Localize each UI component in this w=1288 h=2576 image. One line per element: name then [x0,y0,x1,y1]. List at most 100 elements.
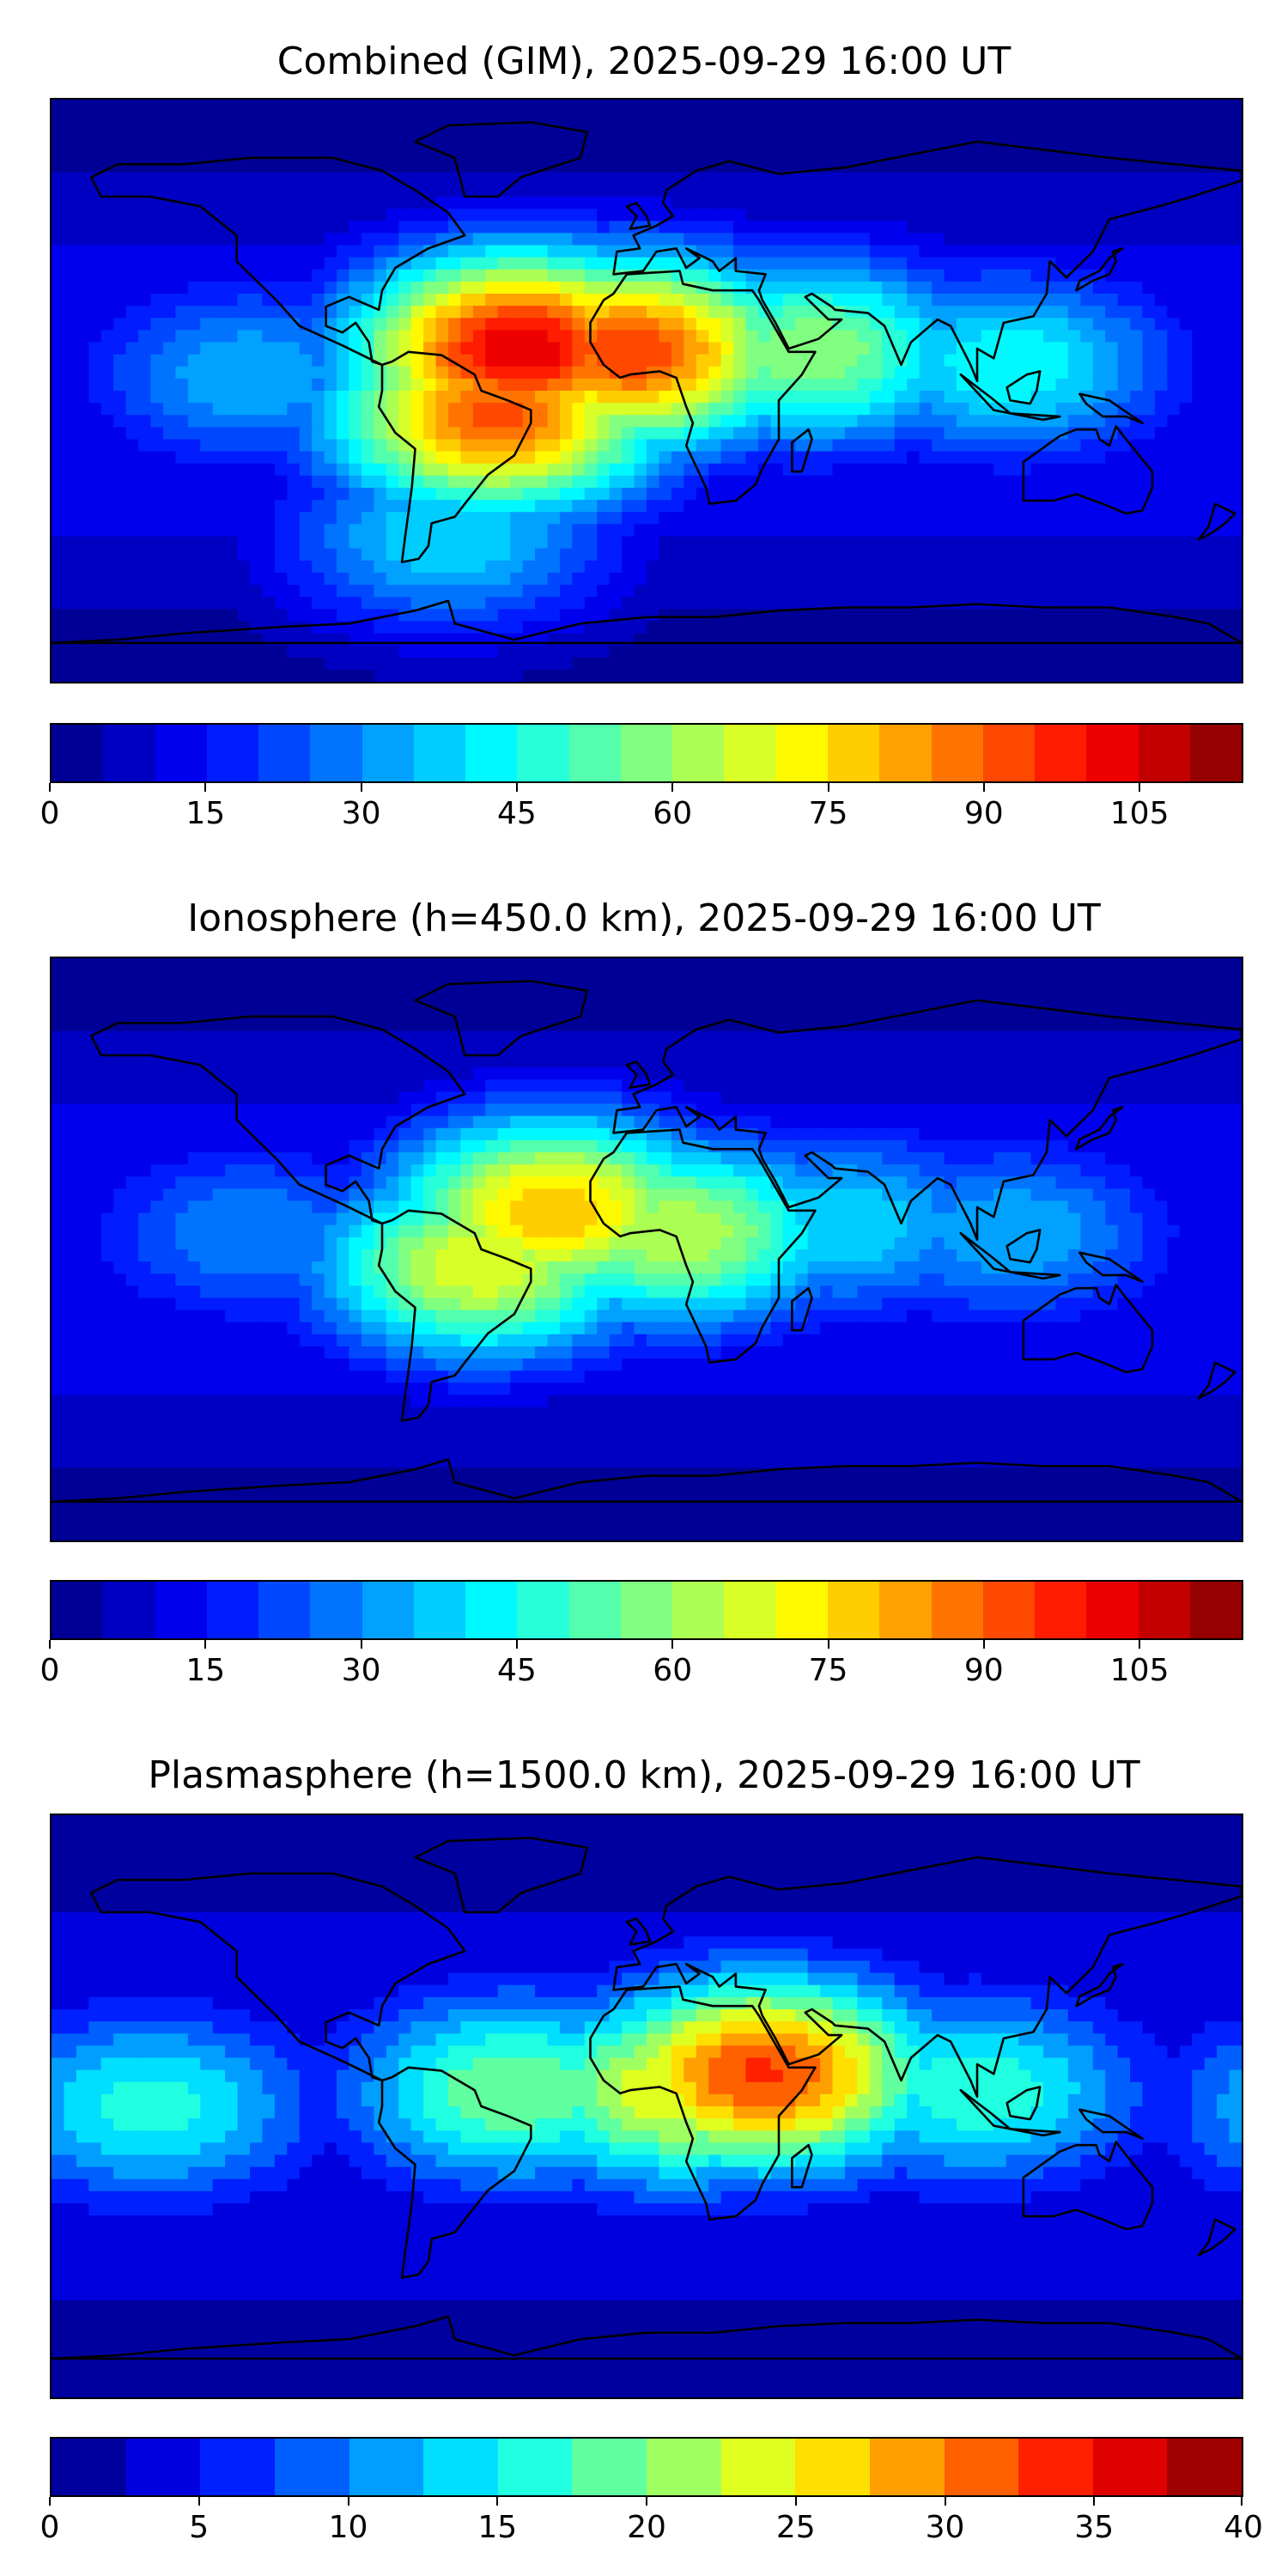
heatmap-cell [547,233,561,246]
heatmap-cell [510,475,524,489]
heatmap-cell [956,245,969,258]
heatmap-cell [559,560,573,574]
heatmap-cell [1204,970,1218,983]
heatmap-cell [113,597,127,610]
heatmap-cell [832,560,846,574]
heatmap-cell [1117,366,1131,380]
heatmap-cell [969,475,982,489]
heatmap-cell [708,451,722,465]
heatmap-cell [299,366,313,380]
heatmap-cell [857,112,871,125]
heatmap-cell [349,269,362,283]
heatmap-cell [1167,294,1181,307]
heatmap-cell [100,536,114,550]
heatmap-cell [622,318,635,331]
heatmap-cell [510,112,524,125]
heatmap-cell [597,184,611,197]
heatmap-cell [559,294,573,307]
heatmap-cell [671,148,684,161]
heatmap-cell [150,609,164,622]
heatmap-cell [510,970,524,983]
heatmap-cell [1117,548,1131,562]
heatmap-cell [386,112,399,125]
heatmap-cell [448,172,462,185]
heatmap-cell [1055,112,1069,125]
heatmap-cell [956,197,969,210]
heatmap-cell [993,160,1007,173]
coastline-africa [589,270,817,506]
heatmap-cell [274,245,288,258]
heatmap-cell [510,209,524,222]
heatmap-cell [113,221,127,234]
heatmap-cell [1142,233,1156,246]
heatmap-cell [200,245,214,258]
heatmap-cell [1080,330,1094,343]
heatmap-cell [969,100,982,112]
heatmap-cell [52,609,65,622]
heatmap-cell [782,597,796,610]
heatmap-cell [497,439,511,453]
heatmap-cell [1142,354,1156,368]
heatmap-cell [510,269,524,283]
heatmap-cell [113,378,127,392]
heatmap-cell [559,585,573,598]
heatmap-cell [647,488,660,501]
heatmap-cell [782,209,796,222]
heatmap-cell [349,184,362,197]
heatmap-cell [894,609,908,622]
heatmap-cell [324,958,337,971]
heatmap-cell [647,378,660,392]
heatmap-cell [770,451,784,465]
heatmap-cell [869,269,883,283]
heatmap-cell [64,548,77,562]
heatmap-cell [1154,112,1168,125]
heatmap-cell [374,100,387,112]
heatmap-cell [76,609,89,622]
heatmap-cell [882,197,896,210]
heatmap-cell [981,100,994,112]
heatmap-cell [374,645,387,659]
heatmap-cell [807,548,821,562]
heatmap-cell [1117,136,1131,149]
heatmap-cell [374,463,387,477]
heatmap-cell [212,994,226,1008]
heatmap-cell [597,982,611,995]
heatmap-cell [187,548,201,562]
heatmap-cell [187,124,201,137]
heatmap-cell [932,306,945,319]
heatmap-cell [757,597,771,610]
heatmap-cell [807,621,821,635]
heatmap-cell [497,970,511,983]
heatmap-cell [485,160,499,173]
heatmap-cell [262,403,276,416]
heatmap-cell [733,439,747,453]
heatmap-cell [125,536,139,550]
heatmap-cell [1167,269,1181,283]
heatmap-cell [522,970,536,983]
heatmap-cell [522,160,536,173]
heatmap-cell [609,463,623,477]
heatmap-cell [609,112,623,125]
heatmap-cell [770,136,784,149]
heatmap-cell [845,112,859,125]
heatmap-cell [250,669,264,682]
heatmap-cell [932,209,945,222]
heatmap-cell [659,536,672,550]
heatmap-cell [535,609,549,622]
heatmap-cell [547,994,561,1008]
heatmap-cell [423,572,437,586]
heatmap-cell [510,342,524,355]
heatmap-cell [460,391,474,404]
heatmap-cell [683,330,697,343]
heatmap-cell [1229,970,1242,983]
heatmap-cell [324,415,337,428]
heatmap-cell [845,536,859,550]
heatmap-cell [274,645,288,659]
heatmap-cell [200,197,214,210]
heatmap-cell [88,209,102,222]
heatmap-cell [1192,548,1206,562]
heatmap-cell [250,572,264,586]
heatmap-cell [1179,669,1193,682]
heatmap-cell [1105,512,1119,525]
heatmap-cell [1142,342,1156,355]
